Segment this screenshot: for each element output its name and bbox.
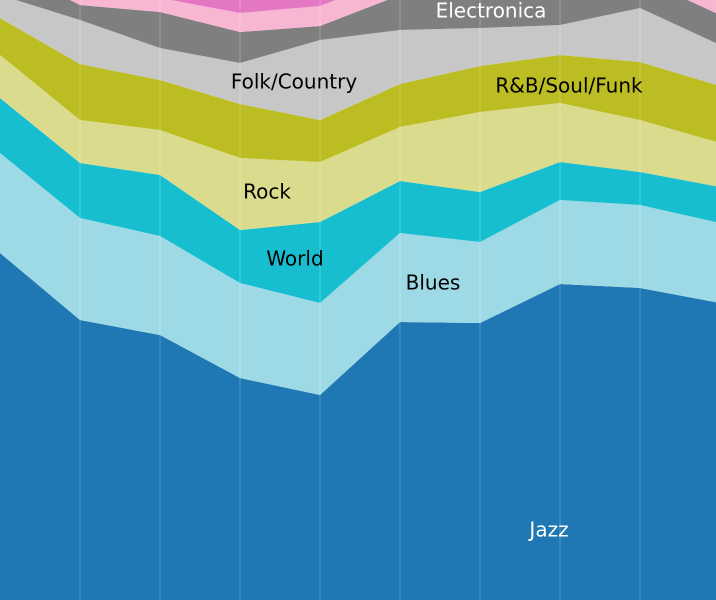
- area: [0, 55, 716, 230]
- area: [0, 253, 716, 600]
- series-label: Blues: [406, 271, 461, 295]
- area: [0, 0, 716, 120]
- series-label: Folk/Country: [231, 70, 358, 94]
- area: [70, 0, 716, 32]
- area: [0, 98, 716, 303]
- series-label: Jazz: [527, 518, 568, 542]
- area: [0, 18, 716, 162]
- labels: Jazz Blues World Rock R&B/Soul/Funk Folk/Coun…: [231, 0, 643, 542]
- area: [0, 153, 716, 395]
- series-label: Rock: [243, 180, 291, 204]
- grid: [79, 0, 641, 600]
- series-label: Electronica: [436, 0, 547, 23]
- area: [16, 0, 716, 63]
- series-label: R&B/Soul/Funk: [495, 74, 643, 98]
- area: [170, 0, 336, 13]
- series-label: World: [266, 247, 323, 271]
